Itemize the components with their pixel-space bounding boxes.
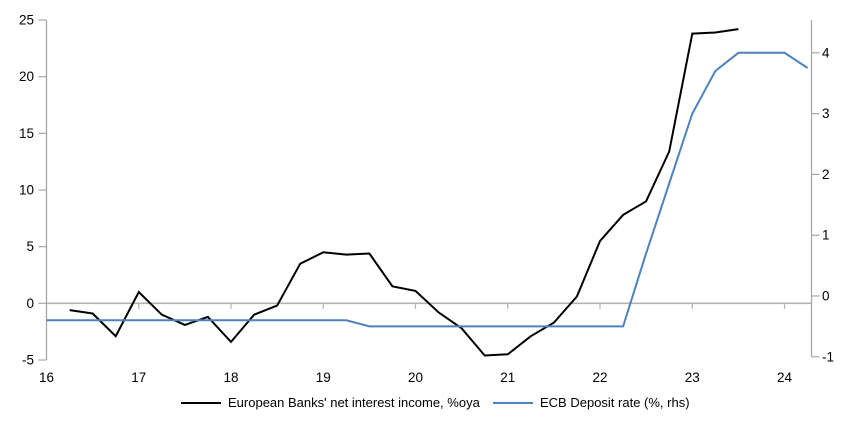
- x-axis-tick-label: 24: [777, 370, 793, 385]
- x-axis-tick-label: 19: [316, 370, 331, 385]
- legend-item-net-interest-income: European Banks' net interest income, %oy…: [181, 396, 480, 410]
- left-axis-tick-label: 0: [26, 296, 34, 311]
- left-axis-tick-label: 20: [19, 69, 34, 84]
- left-axis-tick-label: -5: [22, 353, 34, 368]
- legend-item-ecb-deposit-rate: ECB Deposit rate (%, rhs): [493, 396, 690, 410]
- series-line-0: [69, 28, 739, 357]
- left-axis-tick-label: 10: [19, 183, 34, 198]
- left-axis-tick-label: 15: [19, 126, 34, 141]
- x-axis-tick-label: 22: [592, 370, 607, 385]
- left-axis-tick-label: 5: [26, 239, 34, 254]
- legend-label-net-interest-income: European Banks' net interest income, %oy…: [228, 395, 480, 410]
- x-axis-tick-label: 17: [131, 370, 146, 385]
- x-axis-tick-label: 16: [39, 370, 54, 385]
- right-axis-tick-label: 3: [822, 106, 830, 121]
- legend-line-blue-icon: [493, 402, 533, 404]
- series-layer: [46, 28, 809, 357]
- legend-label-ecb-deposit-rate: ECB Deposit rate (%, rhs): [540, 395, 690, 410]
- x-axis-tick-label: 18: [223, 370, 238, 385]
- right-axis-tick-label: 1: [822, 228, 830, 243]
- right-axis-tick-label: 0: [822, 289, 830, 304]
- x-axis-tick-label: 21: [500, 370, 515, 385]
- series-line-1: [46, 51, 809, 328]
- legend-line-black-icon: [181, 402, 221, 404]
- x-axis-tick-label: 20: [408, 370, 423, 385]
- x-axis-tick-label: 23: [685, 370, 700, 385]
- right-axis-tick-label: -1: [822, 349, 834, 364]
- right-axis-tick-label: 4: [822, 45, 830, 60]
- left-axis-tick-label: 25: [19, 13, 34, 28]
- right-axis-tick-label: 2: [822, 167, 830, 182]
